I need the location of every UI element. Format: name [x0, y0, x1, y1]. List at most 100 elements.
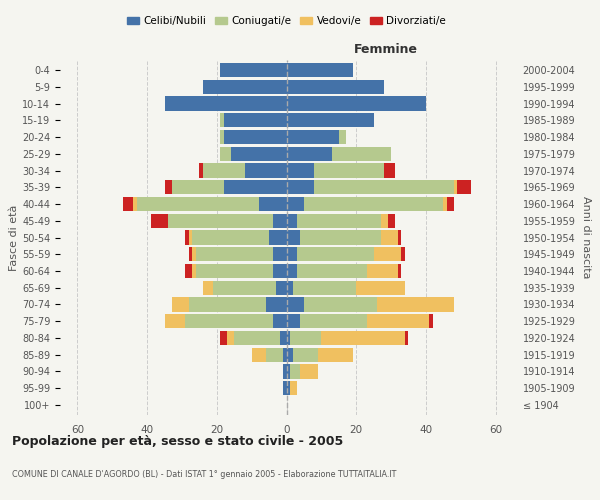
Bar: [356, 280, 405, 295]
Bar: [189, 298, 266, 312]
Bar: [287, 314, 301, 328]
Bar: [214, 280, 276, 295]
Bar: [318, 348, 353, 362]
Bar: [245, 164, 287, 177]
Bar: [189, 230, 193, 244]
Bar: [172, 298, 189, 312]
Bar: [193, 230, 269, 244]
Bar: [287, 63, 353, 77]
Bar: [220, 331, 227, 345]
Bar: [287, 331, 290, 345]
Bar: [283, 348, 287, 362]
Bar: [185, 314, 272, 328]
Bar: [172, 180, 224, 194]
Bar: [388, 214, 395, 228]
Bar: [287, 146, 332, 161]
Bar: [259, 197, 287, 211]
Bar: [297, 214, 380, 228]
Text: Femmine: Femmine: [354, 44, 418, 57]
Bar: [430, 314, 433, 328]
Bar: [234, 331, 280, 345]
Bar: [293, 280, 356, 295]
Bar: [384, 164, 395, 177]
Bar: [314, 180, 454, 194]
Bar: [133, 197, 137, 211]
Bar: [380, 230, 398, 244]
Bar: [199, 164, 203, 177]
Bar: [287, 214, 297, 228]
Bar: [322, 331, 405, 345]
Bar: [280, 331, 287, 345]
Bar: [283, 381, 287, 396]
Bar: [332, 146, 391, 161]
Text: COMUNE DI CANALE D'AGORDO (BL) - Dati ISTAT 1° gennaio 2005 - Elaborazione TUTTA: COMUNE DI CANALE D'AGORDO (BL) - Dati IS…: [12, 470, 397, 479]
Bar: [231, 146, 287, 161]
Bar: [287, 280, 293, 295]
Bar: [287, 264, 297, 278]
Bar: [405, 331, 409, 345]
Bar: [301, 364, 318, 378]
Bar: [290, 381, 297, 396]
Bar: [272, 247, 287, 262]
Bar: [266, 348, 283, 362]
Bar: [224, 130, 287, 144]
Bar: [196, 247, 272, 262]
Bar: [151, 214, 168, 228]
Bar: [224, 113, 287, 128]
Bar: [196, 264, 272, 278]
Bar: [367, 264, 398, 278]
Bar: [266, 298, 287, 312]
Bar: [301, 314, 367, 328]
Bar: [287, 348, 293, 362]
Bar: [272, 264, 287, 278]
Bar: [287, 364, 290, 378]
Bar: [398, 264, 401, 278]
Bar: [374, 247, 401, 262]
Bar: [304, 197, 443, 211]
Bar: [137, 197, 259, 211]
Bar: [276, 280, 287, 295]
Bar: [290, 331, 322, 345]
Bar: [287, 381, 290, 396]
Bar: [283, 364, 287, 378]
Bar: [168, 214, 272, 228]
Bar: [447, 197, 454, 211]
Bar: [443, 197, 447, 211]
Bar: [297, 264, 367, 278]
Bar: [377, 298, 454, 312]
Bar: [287, 197, 304, 211]
Bar: [287, 80, 384, 94]
Bar: [287, 180, 314, 194]
Bar: [290, 364, 301, 378]
Bar: [287, 164, 314, 177]
Bar: [203, 164, 245, 177]
Bar: [251, 348, 266, 362]
Bar: [401, 247, 405, 262]
Bar: [301, 230, 380, 244]
Bar: [227, 331, 234, 345]
Bar: [380, 214, 388, 228]
Bar: [287, 130, 339, 144]
Bar: [123, 197, 133, 211]
Bar: [297, 247, 374, 262]
Bar: [185, 264, 193, 278]
Bar: [454, 180, 457, 194]
Bar: [287, 247, 297, 262]
Bar: [287, 230, 301, 244]
Bar: [193, 264, 196, 278]
Bar: [269, 230, 287, 244]
Bar: [220, 63, 287, 77]
Bar: [164, 96, 287, 110]
Bar: [287, 113, 374, 128]
Y-axis label: Fasce di età: Fasce di età: [9, 204, 19, 270]
Bar: [220, 113, 224, 128]
Bar: [314, 164, 384, 177]
Bar: [287, 298, 304, 312]
Bar: [203, 280, 214, 295]
Bar: [224, 180, 287, 194]
Bar: [189, 247, 193, 262]
Legend: Celibi/Nubili, Coniugati/e, Vedovi/e, Divorziati/e: Celibi/Nubili, Coniugati/e, Vedovi/e, Di…: [123, 12, 450, 30]
Bar: [457, 180, 471, 194]
Bar: [287, 96, 426, 110]
Bar: [272, 314, 287, 328]
